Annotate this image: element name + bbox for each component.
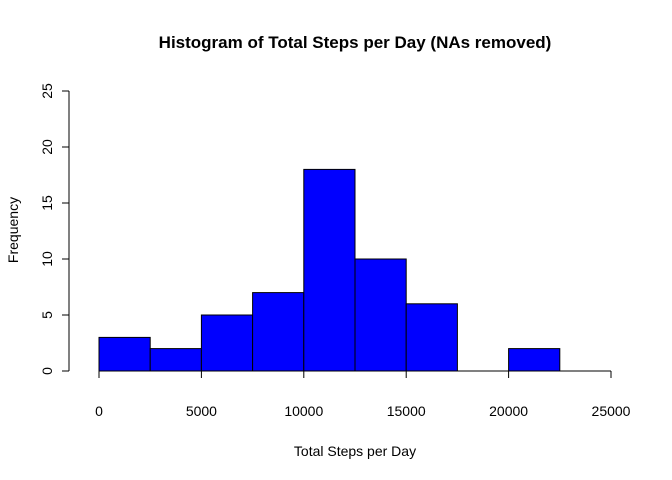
y-tick-label: 0 <box>39 367 55 375</box>
histogram-bar-9 <box>508 348 561 372</box>
y-tick-label: 25 <box>39 83 55 99</box>
histogram-bar-1 <box>98 336 151 372</box>
histogram-bar-6 <box>354 258 407 372</box>
histogram-bar-7 <box>405 303 458 372</box>
x-tick-label: 0 <box>95 403 103 419</box>
bars-group <box>98 168 561 372</box>
chart-title: Histogram of Total Steps per Day (NAs re… <box>159 33 552 52</box>
histogram-bar-5 <box>303 168 356 372</box>
x-tick-label: 10000 <box>284 403 323 419</box>
histogram-bar-3 <box>200 314 254 372</box>
x-tick-label: 25000 <box>592 403 631 419</box>
y-tick-label: 10 <box>39 251 55 267</box>
y-tick-label: 15 <box>39 195 55 211</box>
x-axis: 0 5000 10000 15000 20000 25000 <box>95 370 631 419</box>
y-axis: 0 5 10 15 20 25 <box>39 83 70 375</box>
histogram-bar-4 <box>252 292 305 372</box>
y-axis-label: Frequency <box>5 197 21 263</box>
x-axis-label: Total Steps per Day <box>294 443 416 459</box>
x-tick-label: 20000 <box>489 403 528 419</box>
x-tick-label: 15000 <box>387 403 426 419</box>
y-tick-label: 20 <box>39 139 55 155</box>
histogram-bar-2 <box>149 348 202 372</box>
x-tick-label: 5000 <box>186 403 217 419</box>
y-tick-label: 5 <box>39 311 55 319</box>
